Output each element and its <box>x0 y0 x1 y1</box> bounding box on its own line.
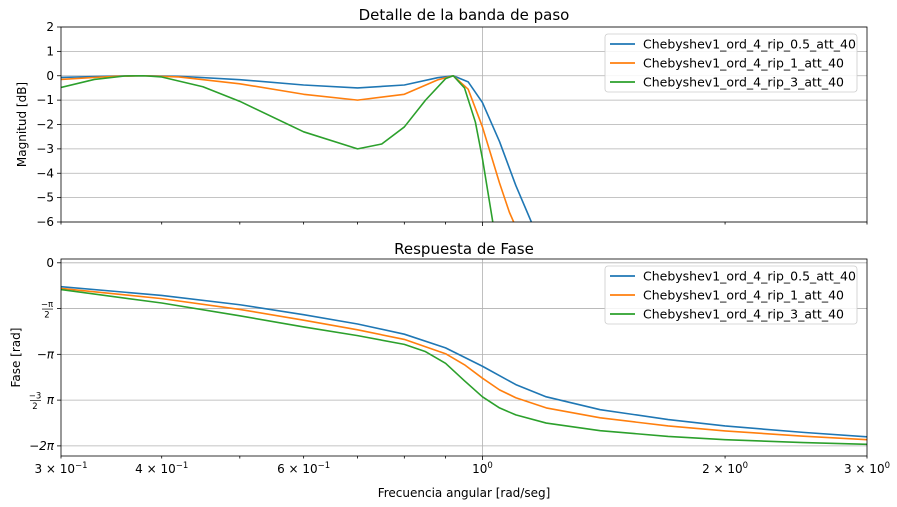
x-axis-label: Frecuencia angular [rad/seg] <box>378 486 551 500</box>
y-tick-label-numerator: −3 <box>29 392 42 402</box>
legend-entry: Chebyshev1_ord_4_rip_3_att_40 <box>643 307 844 322</box>
magnitude-panel: 2 1 0 −1 −2 −3 −4 −5 −6 Detalle de la banda de pa… <box>15 6 868 229</box>
y-tick-label: −3 <box>36 142 54 156</box>
y-tick-label-numerator: −π <box>41 300 53 310</box>
chart-title: Respuesta de Fase <box>394 240 534 258</box>
series-line-Chebyshev1_ord_4_rip_3_att_40 <box>61 74 494 222</box>
chart-title: Detalle de la banda de paso <box>359 6 570 24</box>
plot-area <box>60 26 868 223</box>
phase-panel: 0−π2−π−32 π−2π3 × 10−1 4 × 10−1 6 × 10−1 100… <box>9 240 890 500</box>
y-tick-label: −6 <box>36 215 54 229</box>
legend-entry: Chebyshev1_ord_4_rip_0.5_att_40 <box>643 37 856 52</box>
legend-entry: Chebyshev1_ord_4_rip_1_att_40 <box>643 288 844 303</box>
legend: Chebyshev1_ord_4_rip_0.5_att_40 Chebyshev… <box>604 33 858 93</box>
plot-area <box>60 258 868 457</box>
x-tick-label: 3 × 10−1 <box>34 461 87 476</box>
series-line-Chebyshev1_ord_4_rip_0.5_att_40 <box>61 285 867 438</box>
x-tick-label: 6 × 10−1 <box>277 461 330 476</box>
x-tick-label: 3 × 100 <box>844 461 890 476</box>
y-tick-label: −4 <box>36 166 54 180</box>
series-line-Chebyshev1_ord_4_rip_1_att_40 <box>61 287 867 441</box>
y-axis-label: Magnitud [dB] <box>15 82 29 167</box>
legend-entry: Chebyshev1_ord_4_rip_3_att_40 <box>643 75 844 90</box>
y-tick-label-symbol: π <box>47 393 55 407</box>
x-tick-label: 2 × 100 <box>702 461 748 476</box>
y-tick-label: −5 <box>36 191 54 205</box>
x-tick-label: 100 <box>472 461 493 476</box>
y-tick-label: −π <box>37 347 55 361</box>
x-tick-label: 4 × 10−1 <box>135 461 188 476</box>
y-tick-label: −2π <box>29 439 55 453</box>
y-axis-label: Fase [rad] <box>9 328 23 388</box>
series-line-Chebyshev1_ord_4_rip_3_att_40 <box>61 288 867 446</box>
y-tick-label: −1 <box>36 93 54 107</box>
y-tick-label: 1 <box>46 44 54 58</box>
y-tick-label-denominator: 2 <box>32 402 37 412</box>
y-tick-label: −2 <box>36 118 54 132</box>
series-line-Chebyshev1_ord_4_rip_1_att_40 <box>61 74 515 222</box>
y-tick-label: 0 <box>46 69 54 83</box>
y-tick-label-denominator: 2 <box>44 311 49 321</box>
legend-entry: Chebyshev1_ord_4_rip_0.5_att_40 <box>643 269 856 284</box>
legend: Chebyshev1_ord_4_rip_0.5_att_40 Chebyshev… <box>604 265 858 325</box>
legend-entry: Chebyshev1_ord_4_rip_1_att_40 <box>643 56 844 71</box>
y-tick-label: 2 <box>46 20 54 34</box>
y-tick-label: 0 <box>46 256 54 270</box>
